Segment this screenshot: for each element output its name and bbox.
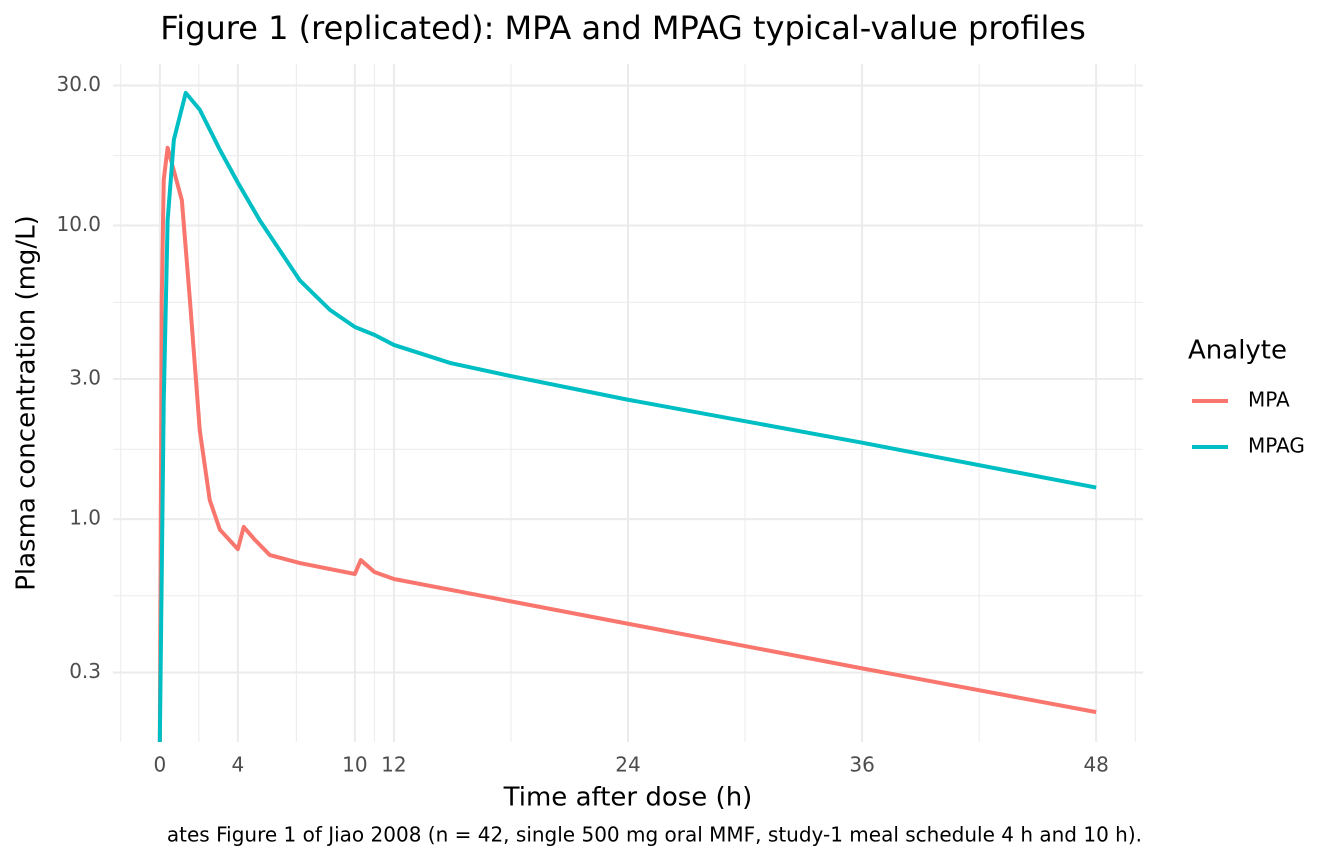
- y-axis-title: Plasma concentration (mg/L): [12, 215, 42, 591]
- y-tick-label: 0.3: [69, 659, 101, 683]
- legend-title: Analyte: [1188, 336, 1287, 366]
- chart-title: Figure 1 (replicated): MPA and MPAG typi…: [160, 9, 1086, 47]
- legend-label: MPAG: [1248, 434, 1305, 458]
- caption: ates Figure 1 of Jiao 2008 (n = 42, sing…: [167, 823, 1142, 847]
- y-tick-label: 1.0: [69, 506, 101, 530]
- y-tick-label: 30.0: [56, 72, 101, 96]
- lines: [157, 90, 1097, 742]
- x-tick-label: 4: [231, 753, 244, 777]
- legend-label: MPA: [1248, 388, 1290, 412]
- x-tick-label: 10: [342, 753, 367, 777]
- series-line: [157, 90, 1097, 742]
- x-tick-label: 36: [849, 753, 874, 777]
- x-tick-label: 48: [1083, 753, 1108, 777]
- x-tick-label: 12: [381, 753, 406, 777]
- x-axis-title: Time after dose (h): [503, 783, 753, 813]
- y-tick-label: 10.0: [56, 212, 101, 236]
- grid: [113, 64, 1143, 742]
- y-tick-label: 3.0: [69, 366, 101, 390]
- x-tick-label: 24: [615, 753, 640, 777]
- x-tick-label: 0: [153, 753, 166, 777]
